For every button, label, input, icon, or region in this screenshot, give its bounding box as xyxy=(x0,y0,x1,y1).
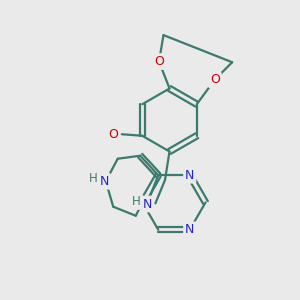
Text: H: H xyxy=(89,172,98,185)
Text: O: O xyxy=(108,128,118,141)
Text: O: O xyxy=(154,55,164,68)
Text: N: N xyxy=(142,197,152,211)
Text: O: O xyxy=(210,73,220,86)
Text: H: H xyxy=(132,195,141,208)
Text: N: N xyxy=(100,175,109,188)
Text: N: N xyxy=(185,223,194,236)
Text: N: N xyxy=(185,169,194,182)
